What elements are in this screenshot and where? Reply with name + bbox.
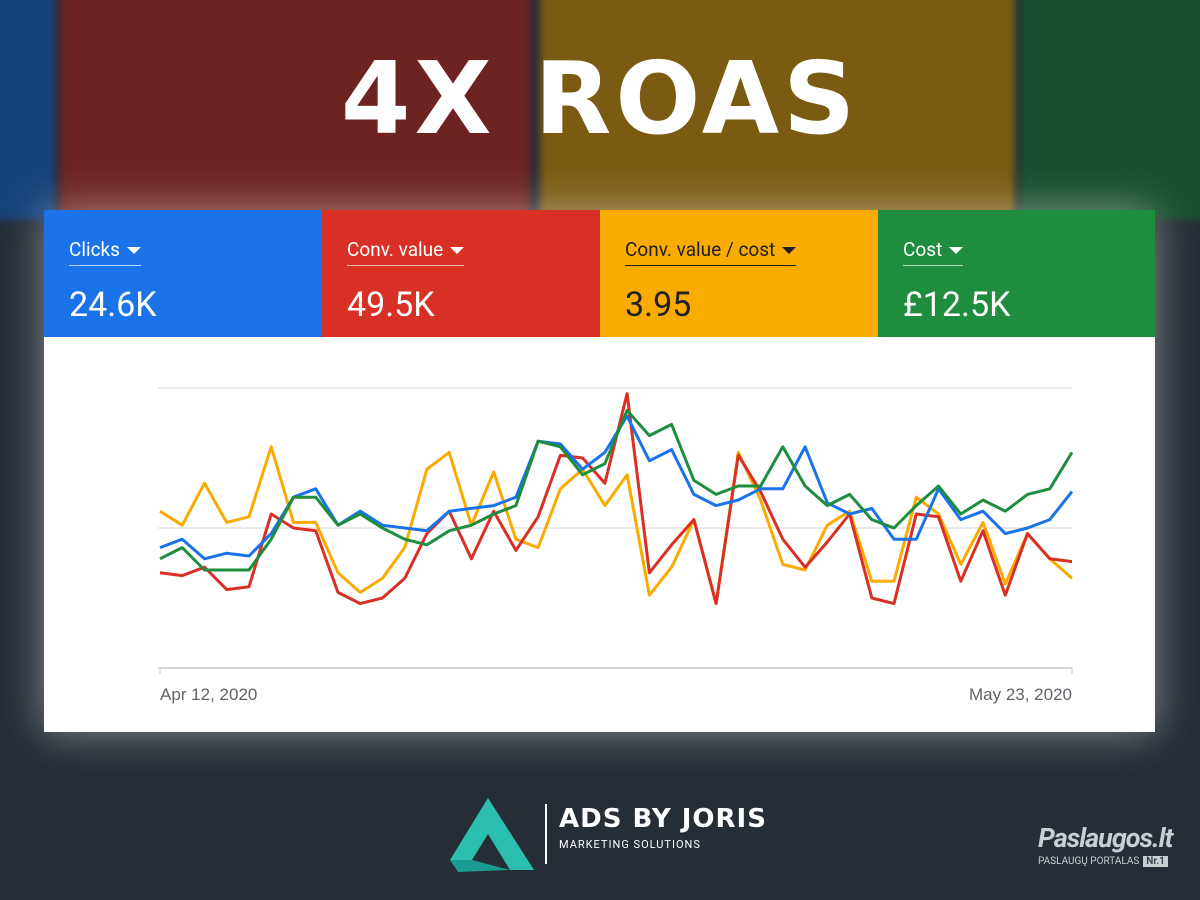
portal-logo: Paslaugos.lt PASLAUGŲ PORTALAS Nr.1 (1038, 822, 1173, 867)
line-chart: Apr 12, 2020 May 23, 2020 (158, 387, 1074, 704)
metric-card[interactable]: Conv. value 49.5K (322, 210, 600, 337)
metric-value: 24.6K (69, 285, 157, 325)
metric-value: 49.5K (347, 285, 435, 325)
logo-icon (450, 798, 534, 872)
portal-sub: PASLAUGŲ PORTALAS (1038, 856, 1140, 867)
headline: 4X ROAS (340, 40, 860, 157)
brand-name: ADS BY JORIS (559, 804, 767, 834)
metric-label[interactable]: Clicks (69, 238, 141, 266)
x-tick-label: Apr 12, 2020 (160, 685, 257, 704)
series-line (159, 408, 1074, 572)
brand-tagline: MARKETING SOLUTIONS (559, 838, 701, 851)
metric-value: £12.5K (903, 285, 1011, 325)
chart-panel: Clicks 24.6K Conv. value 49.5K Conv. value… (44, 210, 1155, 732)
metric-label[interactable]: Conv. value (347, 238, 465, 266)
metric-value: 3.95 (625, 285, 692, 325)
series-line (159, 445, 1073, 606)
metric-card[interactable]: Cost £12.5K (878, 210, 1155, 337)
metric-card[interactable]: Conv. value / cost 3.95 (600, 210, 878, 337)
metric-label[interactable]: Conv. value / cost (625, 238, 797, 266)
metric-card[interactable]: Clicks 24.6K (44, 210, 322, 337)
portal-badge: Nr.1 (1143, 856, 1168, 867)
x-tick-label: May 23, 2020 (969, 685, 1072, 704)
portal-name: Paslaugos.lt (1038, 822, 1173, 854)
metric-label[interactable]: Cost (903, 238, 964, 266)
brand: ADS BY JORIS MARKETING SOLUTIONS (545, 804, 767, 864)
